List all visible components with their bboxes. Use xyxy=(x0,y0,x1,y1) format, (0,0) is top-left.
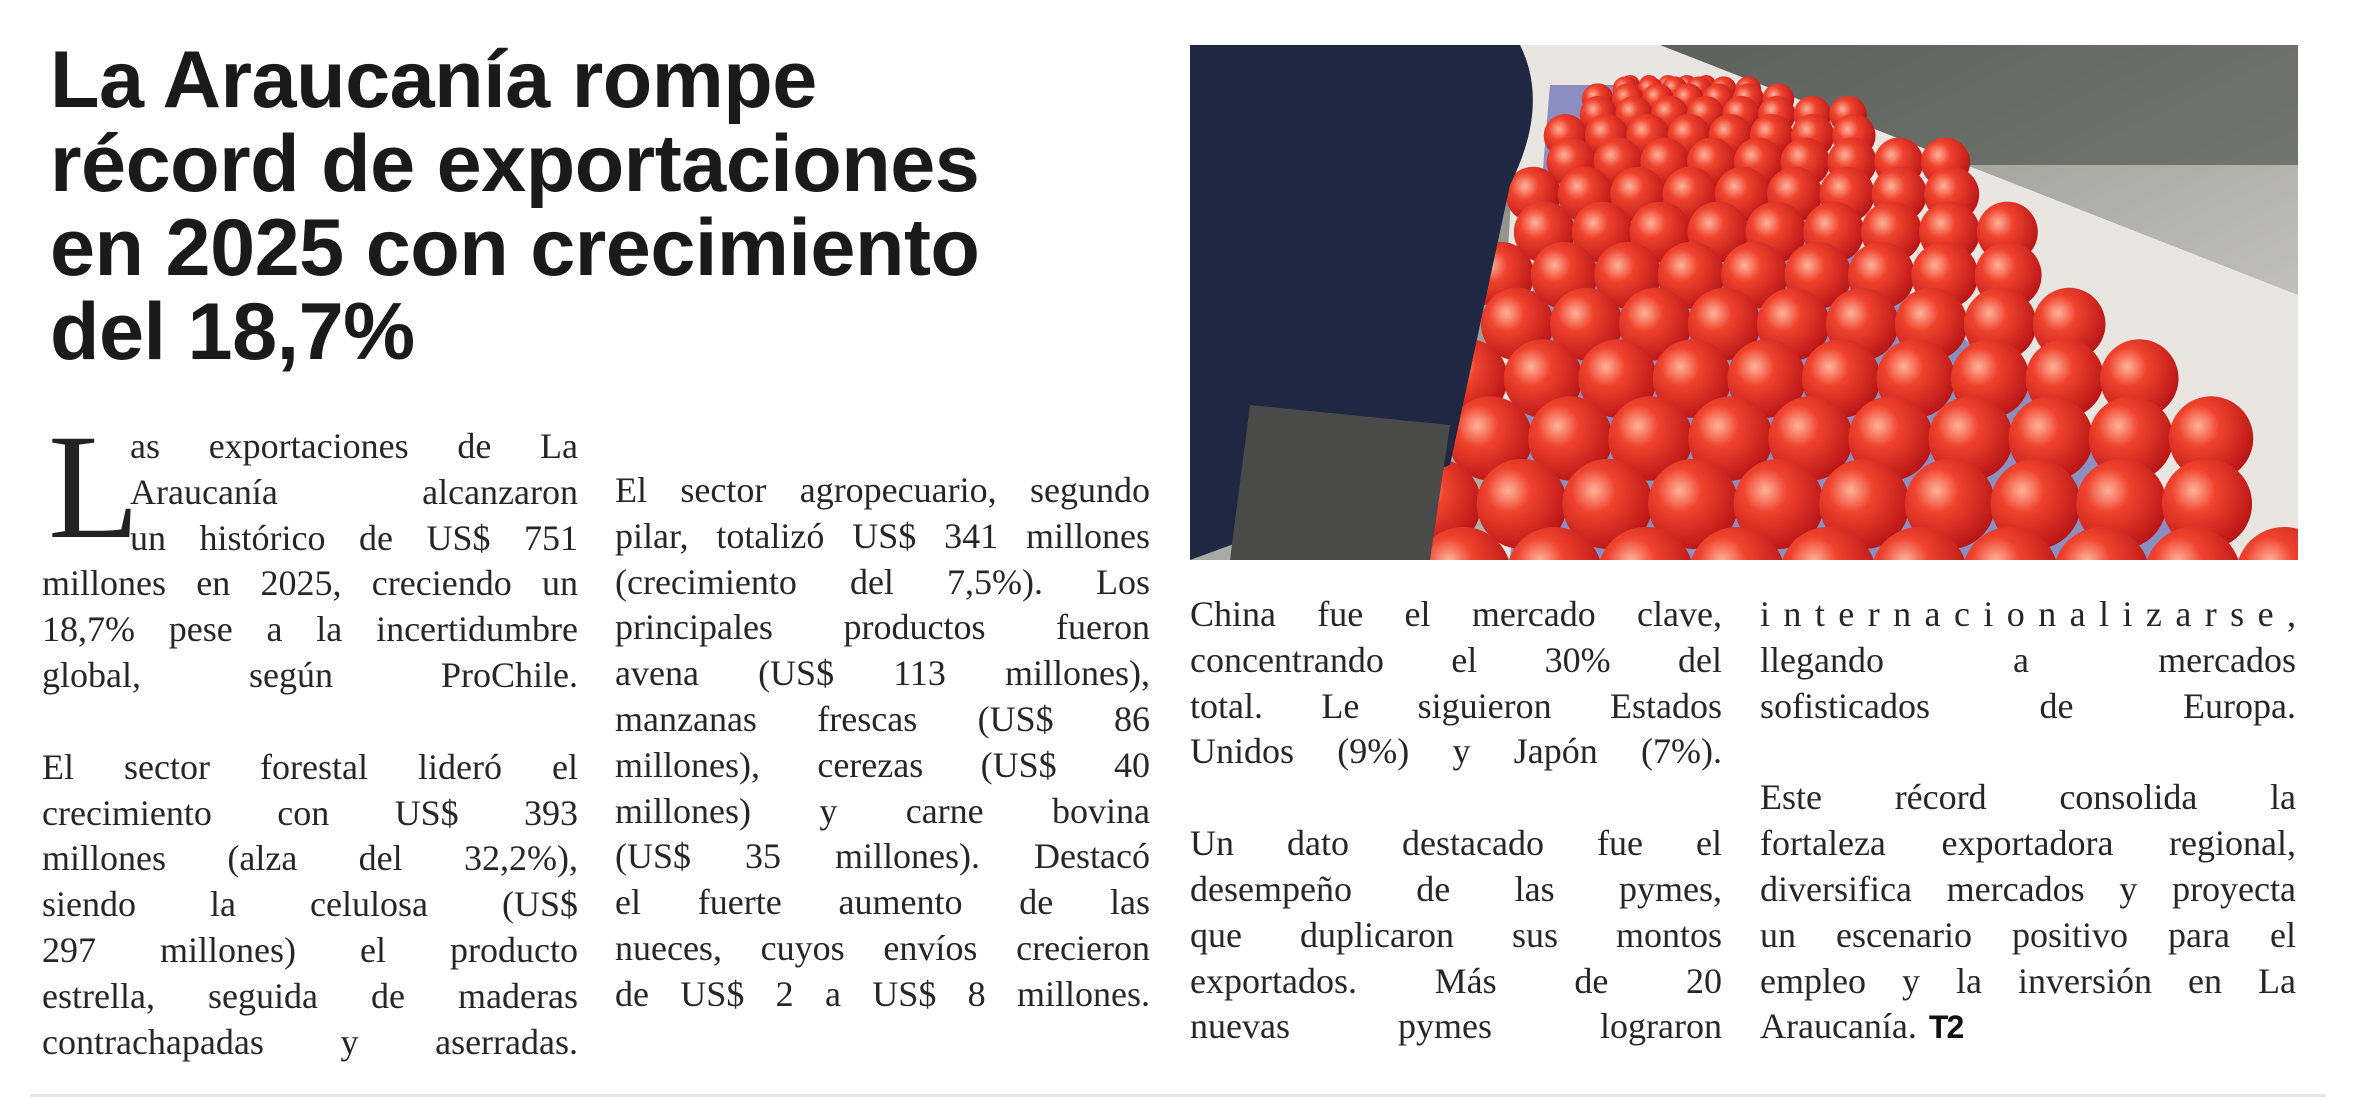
headline-line: La Araucanía rompe xyxy=(50,35,817,125)
column-4: i n t e r n a c i o n a l i z a r s e , … xyxy=(1760,592,2296,1050)
text-line: llegando a mercados xyxy=(1760,639,2296,680)
apple-shape xyxy=(2147,527,2239,560)
apple-shape xyxy=(1691,527,1783,560)
text-line: que duplicaron sus montos xyxy=(1190,914,1722,955)
text-line: el fuerte aumento de las xyxy=(615,882,1150,923)
text-line: El sector agropecuario, segundo xyxy=(615,470,1150,510)
text-line: Un dato destacado fue el xyxy=(1190,823,1722,864)
text-line: de US$ 2 a US$ 8 millones. xyxy=(615,973,1150,1014)
drop-cap: L xyxy=(48,404,140,570)
text-line: millones) y carne bovina xyxy=(615,790,1150,831)
paragraph: China fue el mercado clave, concentrando… xyxy=(1190,592,1722,775)
apples-conveyor-photo xyxy=(1190,45,2298,560)
apple-shape xyxy=(1904,458,1996,550)
apple-shape xyxy=(1990,458,2081,550)
text-line: as exportaciones de La xyxy=(130,426,578,466)
text-line: nueces, cuyos envíos crecieron xyxy=(615,927,1150,968)
text-line: fortaleza exportadora regional, xyxy=(1760,823,2296,864)
text-line: desempeño de las pymes, xyxy=(1190,868,1722,909)
text-line: 18,7% pese a la incertidumbre xyxy=(42,609,578,650)
apple-shape xyxy=(1688,396,1773,481)
apple-shape xyxy=(1578,339,1657,418)
text-line: sofisticados de Europa. xyxy=(1760,685,2296,726)
apple-shape xyxy=(1652,339,1732,418)
text-line: nuevas pymes lograron xyxy=(1190,1006,1722,1047)
apple-shape xyxy=(1528,396,1613,481)
text-line: avena (US$ 113 millones), xyxy=(615,653,1150,694)
text-line: estrella, seguida de maderas xyxy=(42,975,578,1016)
apple-shape xyxy=(1727,339,1806,418)
apple-shape xyxy=(2056,527,2148,560)
apple-shape xyxy=(1768,396,1853,481)
headline: La Araucanía rompe récord de exportacion… xyxy=(50,38,1170,374)
text-line: Unidos (9%) y Japón (7%). xyxy=(1190,731,1722,772)
text-line: millones (alza del 32,2%), xyxy=(42,838,578,879)
headline-line: récord de exportaciones xyxy=(50,119,980,209)
text-line: China fue el mercado clave, xyxy=(1190,594,1722,634)
text-line: i n t e r n a c i o n a l i z a r s e , xyxy=(1760,594,2296,634)
paragraph: i n t e r n a c i o n a l i z a r s e , … xyxy=(1760,592,2296,729)
t2-logo: T2 xyxy=(1928,1009,1964,1046)
apple-shape xyxy=(2168,396,2254,481)
text-line: un histórico de US$ 751 xyxy=(130,517,578,558)
paragraph: El sector agropecuario, segundo pilar, t… xyxy=(615,468,1150,1018)
text-line: siendo la celulosa (US$ xyxy=(42,884,578,925)
headline-line: en 2025 con crecimiento xyxy=(50,203,980,293)
headline-line: del 18,7% xyxy=(50,287,415,377)
apple-shape xyxy=(1417,527,1509,560)
text-line-last: Araucanía. T2 xyxy=(1760,1004,2296,1050)
apple-shape xyxy=(1476,458,1567,550)
apple-shape xyxy=(2238,527,2298,560)
text-line: Araucanía alcanzaron xyxy=(130,471,578,512)
text-line: manzanas frescas (US$ 86 xyxy=(615,698,1150,739)
paragraph: as exportaciones de La Araucanía alcanza… xyxy=(42,424,578,699)
apple-shape xyxy=(1608,396,1693,481)
column-2: El sector agropecuario, segundo pilar, t… xyxy=(615,468,1150,1018)
text-line: El sector forestal lideró el xyxy=(42,746,578,787)
text-line: global, según ProChile. xyxy=(42,654,578,695)
text-line: (crecimiento del 7,5%). Los xyxy=(615,561,1150,602)
text-line: empleo y la inversión en La xyxy=(1760,960,2296,1001)
apple-shape xyxy=(1600,527,1692,560)
apple-shape xyxy=(1819,458,1910,550)
apple-shape xyxy=(2161,458,2253,550)
photo-illustration xyxy=(1190,45,2298,560)
text-line: millones en 2025, creciendo un xyxy=(42,563,578,604)
column-1: L as exportaciones de La Araucanía alcan… xyxy=(42,404,578,1066)
apple-shape xyxy=(1782,527,1874,560)
column-3: China fue el mercado clave, concentrando… xyxy=(1190,592,1722,1050)
text-line: diversifica mercados y proyecta xyxy=(1760,868,2296,909)
text-line: exportados. Más de 20 xyxy=(1190,960,1722,1001)
paragraph: Este récord consolida la fortaleza expor… xyxy=(1760,775,2296,1050)
text-line: Este récord consolida la xyxy=(1760,777,2296,818)
apple-shape xyxy=(1648,458,1739,550)
text-line: pilar, totalizó US$ 341 millones xyxy=(615,515,1150,556)
apple-shape xyxy=(1873,527,1965,560)
apple-shape xyxy=(1618,287,1692,361)
text-line: principales productos fueron xyxy=(615,607,1150,648)
apple-shape xyxy=(2076,458,2167,550)
text-line: un escenario positivo para el xyxy=(1760,914,2296,955)
apple-shape xyxy=(1508,527,1600,560)
text-line-end: Araucanía. xyxy=(1760,1006,1917,1047)
text-line: concentrando el 30% del xyxy=(1190,639,1722,680)
text-line: contrachapadas y aserradas. xyxy=(42,1021,578,1062)
bottom-divider xyxy=(30,1094,2326,1097)
text-line: 297 millones) el producto xyxy=(42,929,578,970)
text-line: crecimiento con US$ 393 xyxy=(42,792,578,833)
paragraph: Un dato destacado fue el desempeño de la… xyxy=(1190,821,1722,1050)
text-line: total. Le siguieron Estados xyxy=(1190,685,1722,726)
text-line: (US$ 35 millones). Destacó xyxy=(615,836,1150,877)
text-line: millones), cerezas (US$ 40 xyxy=(615,744,1150,785)
paragraph: El sector forestal lideró el crecimiento… xyxy=(42,745,578,1066)
apple-shape xyxy=(1562,458,1653,550)
apple-shape xyxy=(1733,458,1824,550)
apple-shape xyxy=(1448,396,1533,481)
apple-shape xyxy=(1964,527,2056,560)
apple-shape xyxy=(2088,396,2174,481)
